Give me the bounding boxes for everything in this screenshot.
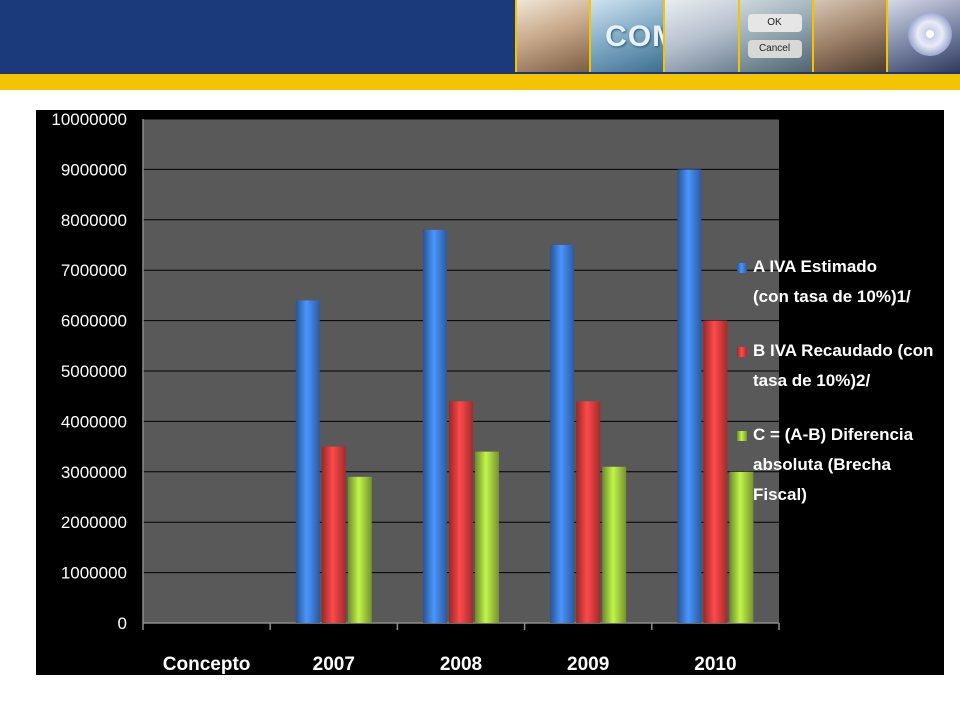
bar: [475, 451, 499, 623]
bar: [347, 476, 372, 623]
cancel-label: Cancel: [747, 40, 802, 58]
legend-label: B IVA Recaudado (con: [753, 341, 933, 360]
y-tick-label: 3000000: [61, 463, 127, 482]
com-logo-text: COM: [605, 20, 663, 53]
bar: [423, 229, 447, 623]
legend-label: absoluta (Brecha: [753, 455, 891, 474]
bar: [703, 320, 728, 623]
x-tick-label: 2007: [313, 654, 355, 675]
bar: [550, 245, 575, 623]
bar: [449, 401, 473, 623]
cd-disc-icon: [885, 0, 960, 72]
y-tick-label: 5000000: [61, 362, 127, 381]
bar: [602, 466, 627, 623]
bar: [321, 446, 346, 623]
y-tick-label: 0: [118, 614, 127, 633]
x-tick-label: 2009: [567, 654, 609, 675]
computer-mouse-icon: [663, 0, 738, 72]
call-center-agent-icon: [515, 0, 590, 72]
ok-label: OK: [747, 14, 802, 32]
legend-label: C = (A-B) Diferencia: [753, 425, 914, 444]
y-tick-label: 8000000: [61, 211, 127, 230]
header-thumbnails: COM OK Cancel: [515, 0, 960, 72]
y-tick-label: 9000000: [61, 160, 127, 179]
y-tick-label: 4000000: [61, 412, 127, 431]
bar: [295, 300, 320, 623]
legend-label: tasa de 10%)2/: [753, 371, 870, 390]
legend-label: A IVA Estimado: [753, 257, 877, 276]
header-accent-bar: [0, 74, 960, 90]
y-tick-label: 1000000: [61, 564, 127, 583]
y-tick-label: 7000000: [61, 261, 127, 280]
legend-swatch: [737, 347, 747, 357]
ok-cancel-buttons-icon: OK Cancel: [737, 0, 812, 72]
typing-hands-icon: [811, 0, 886, 72]
cd-disc-shape: [907, 12, 952, 56]
legend-label: Fiscal): [753, 485, 807, 504]
x-tick-label: Concepto: [163, 654, 251, 675]
y-tick-label: 10000000: [51, 110, 127, 129]
legend-swatch: [737, 431, 747, 441]
com-logo-icon: COM: [589, 0, 664, 72]
x-tick-label: 2008: [440, 654, 482, 675]
legend-label: (con tasa de 10%)1/: [753, 287, 911, 306]
bar: [677, 169, 702, 623]
y-tick-label: 2000000: [61, 513, 127, 532]
bar: [729, 471, 754, 623]
legend-swatch: [737, 263, 747, 273]
x-tick-label: 2010: [694, 654, 736, 675]
bar: [576, 401, 601, 623]
y-tick-label: 6000000: [61, 312, 127, 331]
